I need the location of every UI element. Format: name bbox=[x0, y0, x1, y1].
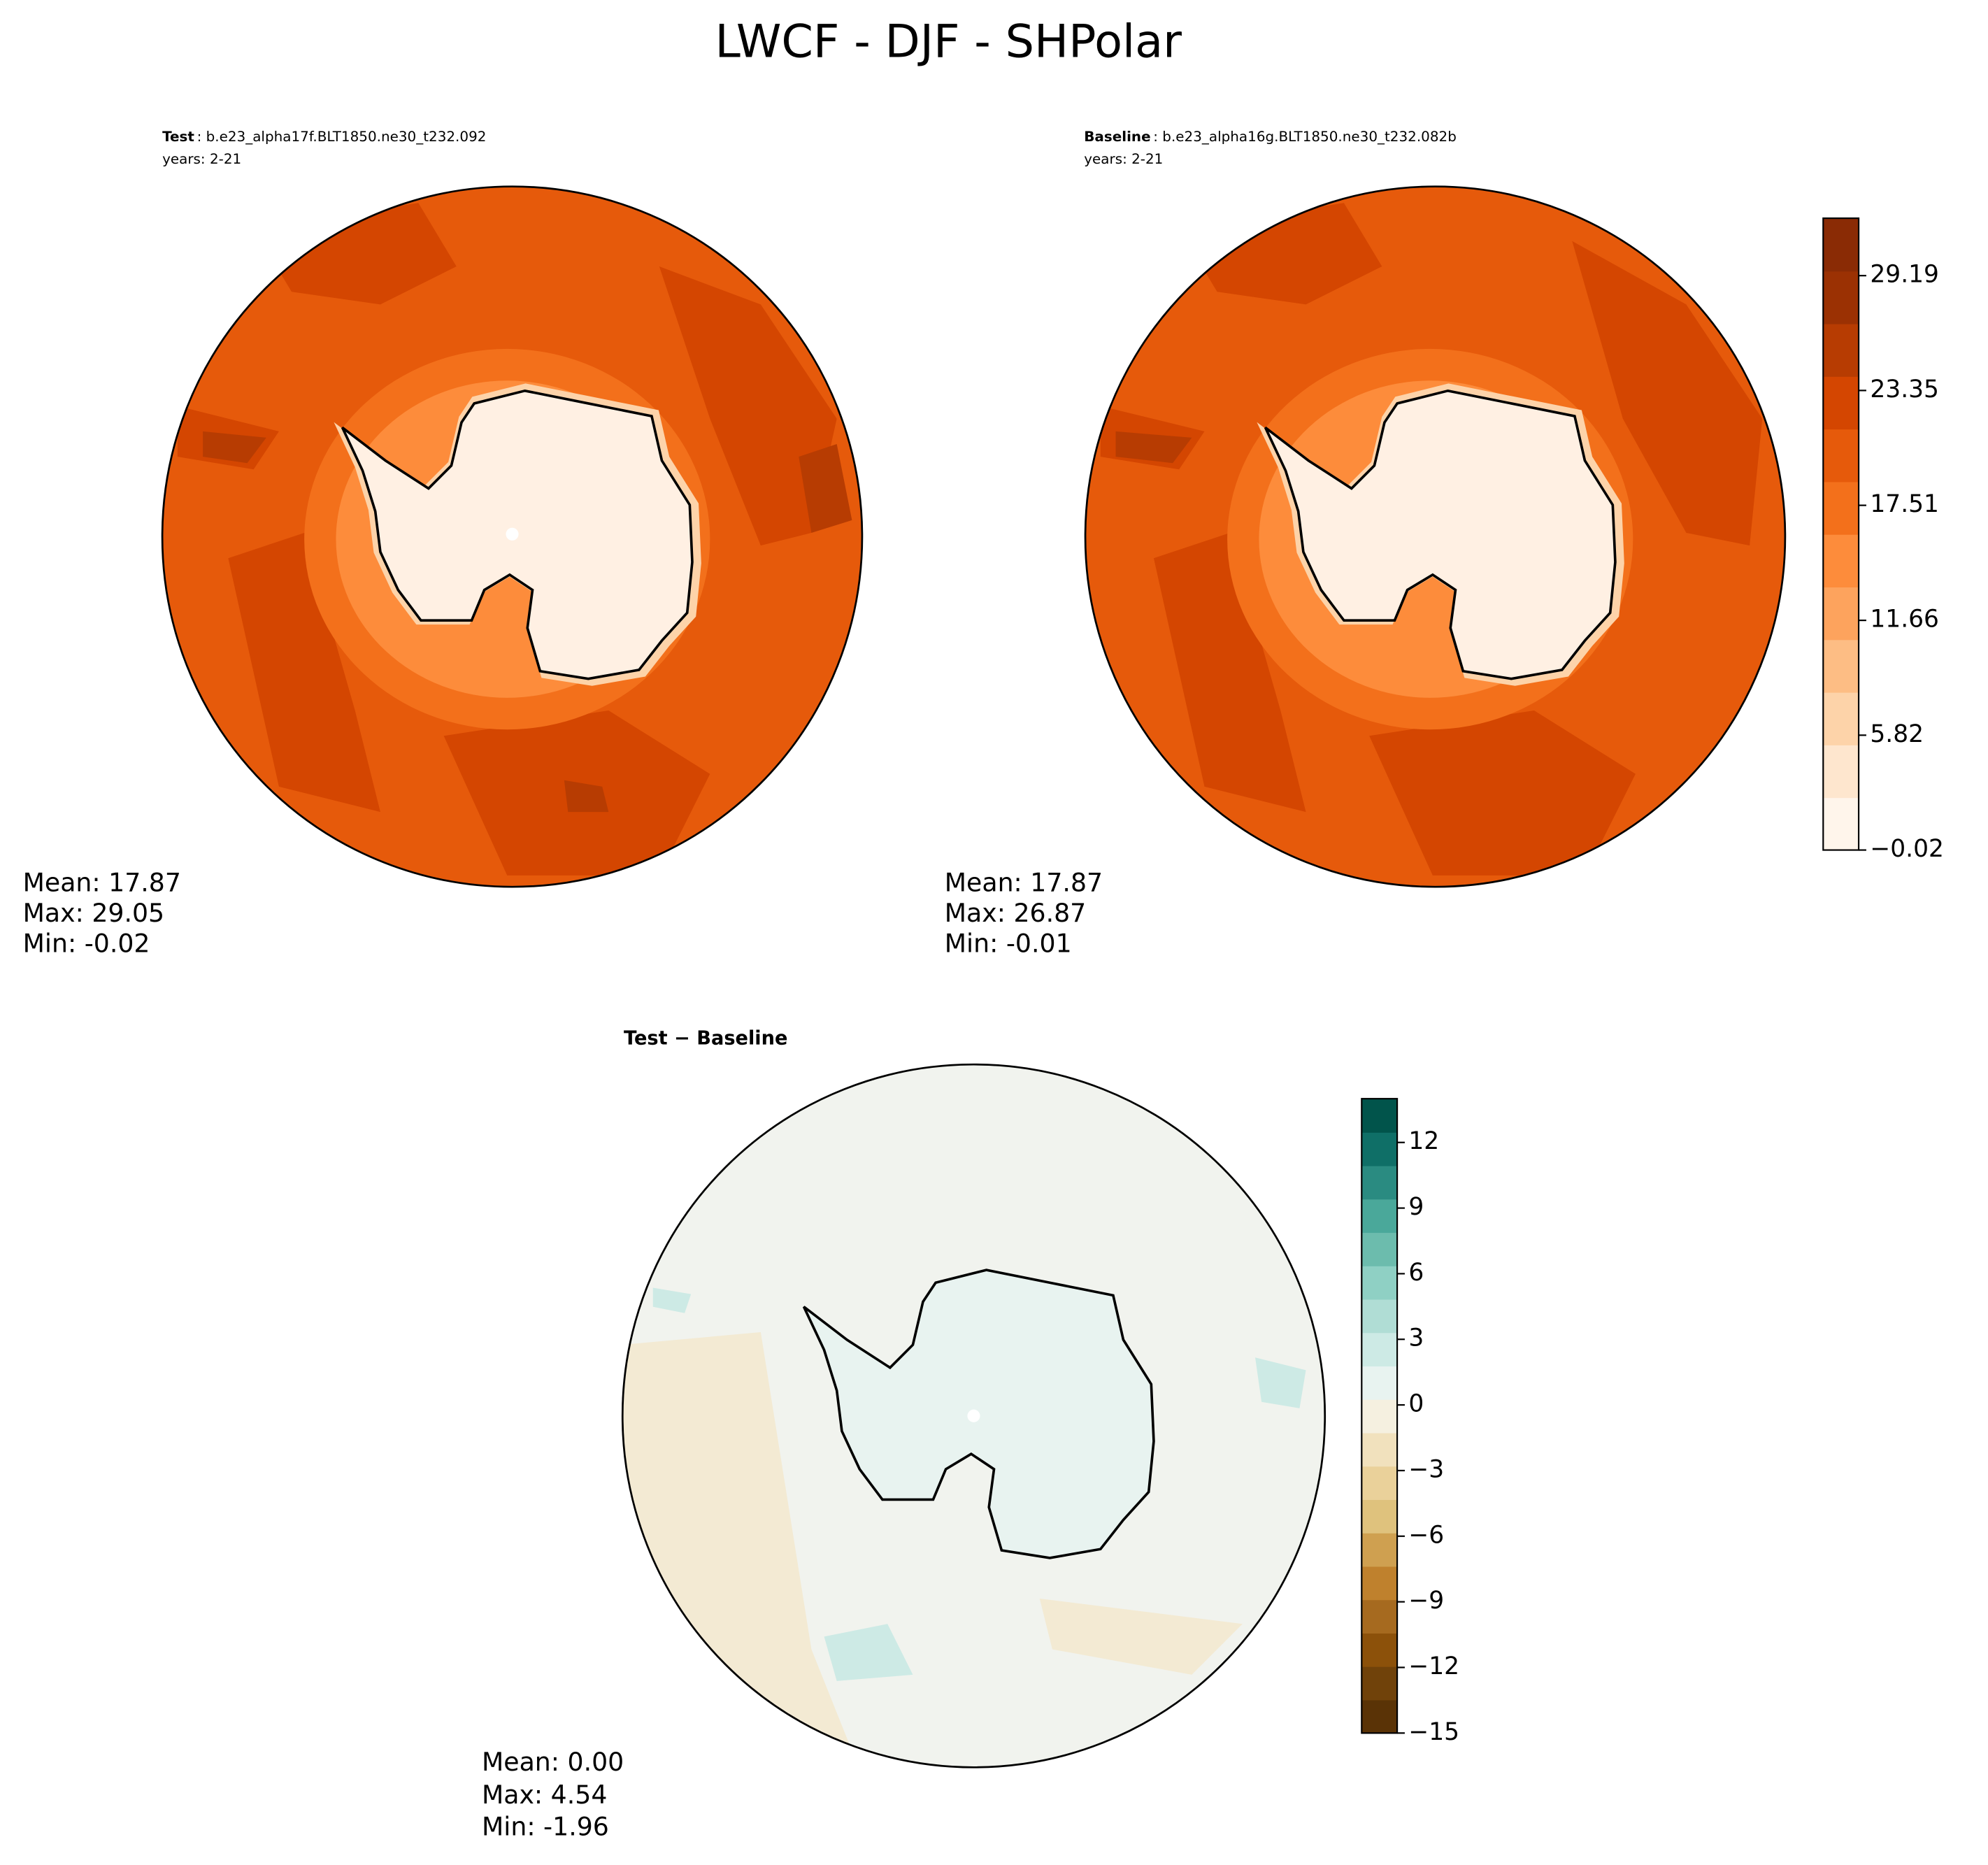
colorbar-tick-label: −15 bbox=[1408, 1718, 1459, 1746]
colorbar-band bbox=[1361, 1432, 1398, 1467]
stat: Mean: 17.87 bbox=[23, 868, 181, 898]
colorbar-band bbox=[1361, 1131, 1398, 1166]
colorbar-band bbox=[1361, 1699, 1398, 1734]
colorbar-frame bbox=[1361, 1098, 1399, 1734]
colorbar-band bbox=[1823, 323, 1859, 377]
colorbar-tick-label: 23.35 bbox=[1870, 376, 1939, 403]
colorbar-band bbox=[1823, 534, 1859, 588]
colorbar-band bbox=[1361, 1599, 1398, 1634]
colorbar-band bbox=[1361, 1399, 1398, 1434]
stat: Max: 26.87 bbox=[945, 898, 1086, 928]
map bbox=[1085, 186, 1785, 887]
colorbar-tick-label: 29.19 bbox=[1870, 261, 1939, 289]
colorbar-band bbox=[1361, 1566, 1398, 1601]
panel-label: Baseline: b.e23_alpha16g.BLT1850.ne30_t2… bbox=[1084, 127, 1457, 144]
stat: Mean: 0.00 bbox=[482, 1747, 624, 1777]
stat: Mean: 17.87 bbox=[945, 868, 1103, 898]
panel-case: : b.e23_alpha16g.BLT1850.ne30_t232.082b bbox=[1153, 127, 1457, 144]
panel-label: Test: b.e23_alpha17f.BLT1850.ne30_t232.0… bbox=[162, 127, 486, 144]
panel-name: Test bbox=[162, 127, 194, 144]
stat: Min: -1.96 bbox=[482, 1811, 609, 1841]
colorbar-tick-label: 3 bbox=[1408, 1324, 1424, 1352]
figure-title: LWCF - DJF - SHPolar bbox=[715, 15, 1182, 69]
colorbar-band bbox=[1823, 744, 1859, 799]
stat: Max: 29.05 bbox=[23, 898, 164, 928]
colorbar-tick-label: 5.82 bbox=[1870, 720, 1924, 748]
colorbar-band bbox=[1823, 218, 1859, 272]
colorbar-tick-label: −0.02 bbox=[1870, 835, 1944, 863]
colorbar-band bbox=[1361, 1532, 1398, 1567]
colorbar-band bbox=[1823, 587, 1859, 641]
colorbar-band bbox=[1361, 1366, 1398, 1400]
colorbar-band bbox=[1361, 1265, 1398, 1300]
colorbar-tick-label: 17.51 bbox=[1870, 490, 1939, 518]
colorbar-frame bbox=[1822, 217, 1860, 851]
colorbar-band bbox=[1361, 1299, 1398, 1334]
panel-name: Test − Baseline bbox=[624, 1027, 787, 1049]
colorbar-tick-label: 9 bbox=[1408, 1193, 1424, 1221]
colorbar-band bbox=[1823, 376, 1859, 430]
colorbar-band bbox=[1823, 481, 1859, 535]
colorbar-band bbox=[1361, 1666, 1398, 1701]
stat: Max: 4.54 bbox=[482, 1780, 607, 1810]
colorbar-band bbox=[1823, 429, 1859, 483]
colorbar-tick-label: 6 bbox=[1408, 1259, 1424, 1287]
colorbar-tick-label: 12 bbox=[1408, 1127, 1439, 1155]
panel-case: : b.e23_alpha17f.BLT1850.ne30_t232.092 bbox=[197, 127, 487, 144]
colorbar-band bbox=[1361, 1232, 1398, 1266]
colorbar-band bbox=[1823, 797, 1859, 851]
colorbar-tick-label: −6 bbox=[1408, 1521, 1444, 1549]
colorbar-band bbox=[1361, 1199, 1398, 1234]
stat: Min: -0.02 bbox=[23, 929, 150, 959]
colorbar-band bbox=[1361, 1633, 1398, 1667]
colorbar-band bbox=[1361, 1332, 1398, 1367]
panel-name: Baseline bbox=[1084, 127, 1150, 144]
colorbar-band bbox=[1361, 1099, 1398, 1133]
colorbar-band bbox=[1823, 692, 1859, 745]
colorbar-band bbox=[1361, 1499, 1398, 1534]
panel-years: years: 2-21 bbox=[1084, 150, 1163, 167]
colorbar-band bbox=[1361, 1466, 1398, 1501]
stat: Min: -0.01 bbox=[945, 929, 1072, 959]
colorbar-tick-label: −12 bbox=[1408, 1652, 1459, 1680]
colorbar-band bbox=[1823, 271, 1859, 324]
colorbar-band bbox=[1823, 639, 1859, 693]
colorbar-tick-label: 0 bbox=[1408, 1390, 1424, 1418]
colorbar-tick-label: 11.66 bbox=[1870, 606, 1939, 634]
colorbar-tick-label: −3 bbox=[1408, 1455, 1444, 1483]
colorbar-tick-label: −9 bbox=[1408, 1587, 1444, 1615]
colorbar-band bbox=[1361, 1165, 1398, 1200]
panel-years: years: 2-21 bbox=[162, 150, 241, 167]
